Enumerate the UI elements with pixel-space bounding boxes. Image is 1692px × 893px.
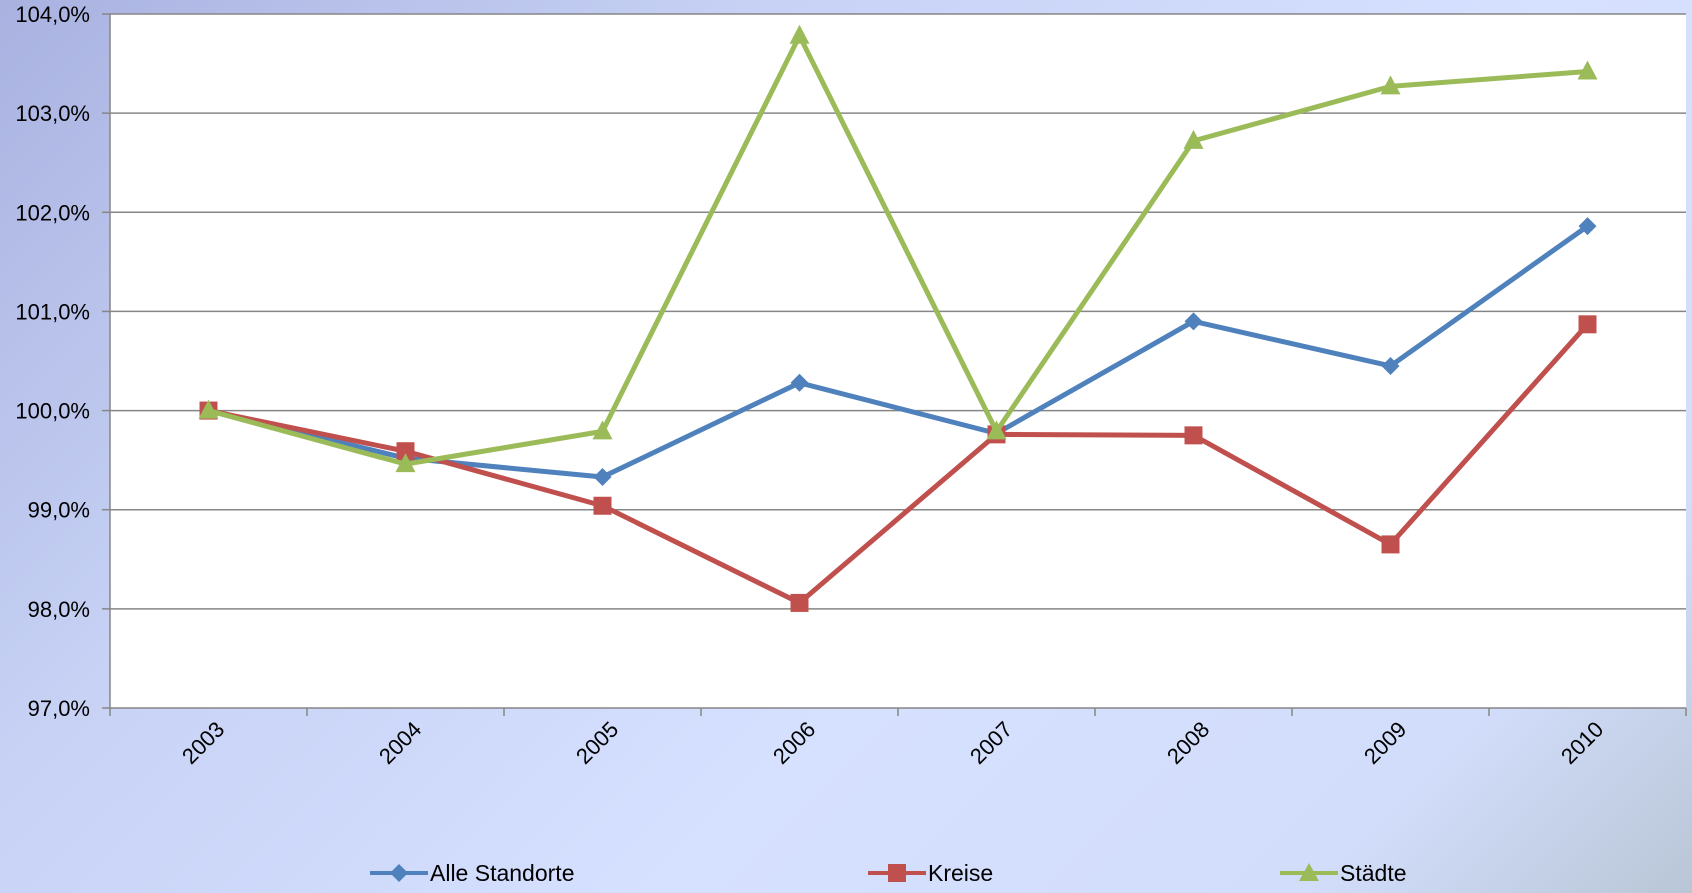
data-point: [1184, 426, 1203, 445]
y-tick-label: 101,0%: [15, 299, 90, 324]
y-tick-label: 103,0%: [15, 101, 90, 126]
y-tick-label: 102,0%: [15, 200, 90, 225]
x-tick-labels: 2003 2004 2005 2006 2007 2008 2009 2010: [177, 717, 1608, 769]
legend-item-alle-standorte: Alle Standorte: [370, 858, 574, 888]
y-tick-label: 104,0%: [15, 2, 90, 27]
data-point: [1184, 312, 1203, 331]
plot-area: [110, 14, 1686, 708]
data-point: [593, 496, 612, 515]
data-point: [1577, 60, 1598, 80]
x-tick-label: 2005: [571, 717, 623, 769]
x-tick-label: 2003: [177, 717, 229, 769]
x-tick-label: 2008: [1162, 717, 1214, 769]
legend-marker-triangle-icon: [1280, 863, 1338, 881]
y-tick-labels: 97,0% 98,0% 99,0% 100,0% 101,0% 102,0% 103,0% 1…: [15, 2, 90, 721]
data-point: [1381, 535, 1400, 554]
data-point: [1380, 75, 1401, 95]
data-point: [1183, 129, 1204, 149]
data-point: [790, 593, 809, 612]
data-point: [395, 453, 416, 473]
axes: [102, 13, 1687, 716]
legend-marker-diamond-icon: [370, 864, 428, 882]
x-tick-label: 2004: [374, 717, 426, 769]
series-lines: [198, 24, 1598, 612]
series-st-dte: [198, 24, 1598, 473]
x-tick-label: 2009: [1359, 717, 1411, 769]
legend-item-kreise: Kreise: [868, 858, 993, 888]
x-tick-label: 2006: [768, 717, 820, 769]
y-tick-label: 99,0%: [28, 498, 90, 523]
legend-item-staedte: Städte: [1280, 858, 1407, 888]
x-tick-label: 2010: [1556, 717, 1608, 769]
legend-label: Alle Standorte: [430, 859, 575, 886]
data-point: [1381, 356, 1400, 375]
legend-label: Kreise: [928, 859, 994, 886]
data-point: [593, 467, 612, 486]
legend-marker-square-icon: [868, 864, 926, 882]
x-tick-label: 2007: [965, 717, 1017, 769]
data-point: [198, 399, 219, 419]
y-tick-label: 98,0%: [28, 597, 90, 622]
data-point: [1578, 217, 1597, 236]
y-tick-label: 100,0%: [15, 399, 90, 424]
data-point: [986, 420, 1007, 440]
data-point: [790, 373, 809, 392]
data-point: [1578, 315, 1597, 334]
y-tick-label: 97,0%: [28, 696, 90, 721]
legend: Alle Standorte Kreise Städte: [0, 858, 1692, 888]
data-point: [592, 420, 613, 440]
data-point: [789, 24, 810, 44]
data-point: [396, 442, 415, 461]
series-line: [207, 33, 1588, 467]
legend-label: Städte: [1340, 859, 1407, 886]
